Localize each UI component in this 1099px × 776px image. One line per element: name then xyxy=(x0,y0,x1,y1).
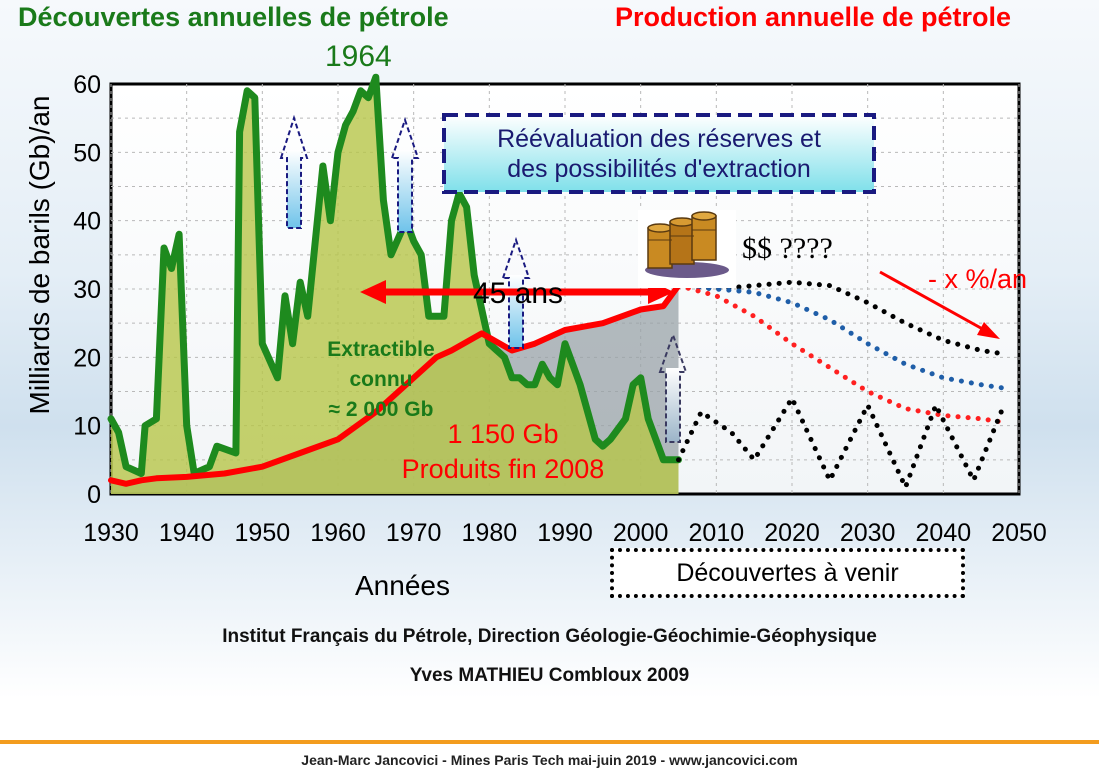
produced-label-2: Produits fin 2008 xyxy=(402,454,605,484)
up-arrow-1954 xyxy=(279,114,309,229)
x-tick-label: 2000 xyxy=(613,519,669,547)
oil-barrels-picture xyxy=(638,210,736,288)
x-tick-label: 1930 xyxy=(83,519,139,547)
discoveries-area xyxy=(111,77,679,494)
x-tick-label: 1960 xyxy=(310,519,366,547)
produced-label-1: 1 150 Gb xyxy=(447,419,558,449)
production-title: Production annuelle de pétrole xyxy=(615,2,1012,32)
credit-institution: Institut Français du Pétrole, Direction … xyxy=(222,626,877,647)
footer-text: Jean-Marc Jancovici - Mines Paris Tech m… xyxy=(301,752,798,768)
extractible-label-3: ≈ 2 000 Gb xyxy=(329,398,434,421)
x-tick-label: 2010 xyxy=(689,519,745,547)
y-tick-label: 30 xyxy=(73,276,101,304)
credit-author: Yves MATHIEU Combloux 2009 xyxy=(409,665,690,686)
x-tick-label: 2050 xyxy=(991,519,1047,547)
discoveries-title: Découvertes annuelles de pétrole xyxy=(18,2,449,32)
decline-label: - x %/an xyxy=(928,264,1027,294)
y-tick-label: 40 xyxy=(73,208,101,236)
x-axis-label: Années xyxy=(355,570,450,601)
y-tick-label: 20 xyxy=(73,344,101,372)
x-tick-label: 1950 xyxy=(235,519,291,547)
y-axis-label: Milliards de barils (Gb)/an xyxy=(24,95,55,415)
footer-rule xyxy=(0,740,1099,744)
x-tick-label: 1970 xyxy=(386,519,442,547)
production-line xyxy=(108,282,682,487)
x-tick-label: 1990 xyxy=(537,519,593,547)
reevaluation-line-2: des possibilités d'extraction xyxy=(507,155,811,183)
up-arrow-2004 xyxy=(658,331,688,443)
y-tick-label: 10 xyxy=(73,413,101,441)
peak-year-label: 1964 xyxy=(325,40,392,73)
extractible-label-2: connu xyxy=(350,368,413,391)
y-tick-label: 0 xyxy=(87,481,101,509)
span-label: 45 ans xyxy=(473,277,563,310)
x-tick-label: 1940 xyxy=(159,519,215,547)
decline-arrow xyxy=(879,270,1000,339)
future-discoveries-box: Découvertes à venir xyxy=(610,548,965,598)
scenario-black-line xyxy=(676,279,1007,357)
up-arrow-1969 xyxy=(390,116,420,233)
price-label: $$ ???? xyxy=(742,232,833,265)
x-tick-label: 2040 xyxy=(916,519,972,547)
x-tick-label: 2030 xyxy=(840,519,896,547)
reevaluation-line-1: Réévaluation des réserves et xyxy=(497,125,821,153)
axis-ticks: 1930 1940 1950 1960 1970 1980 1990 2000 2010 2020… xyxy=(73,71,1047,547)
y-tick-label: 50 xyxy=(73,139,101,167)
y-tick-label: 60 xyxy=(73,71,101,99)
x-tick-label: 2020 xyxy=(764,519,820,547)
x-tick-label: 1980 xyxy=(462,519,518,547)
extractible-label-1: Extractible xyxy=(327,338,434,361)
scenario-red-line xyxy=(676,283,1007,425)
reevaluation-box: Réévaluation des réserves et des possibi… xyxy=(442,113,876,194)
scenario-blue-line xyxy=(676,283,1007,391)
future-discoveries-line xyxy=(676,395,1007,490)
